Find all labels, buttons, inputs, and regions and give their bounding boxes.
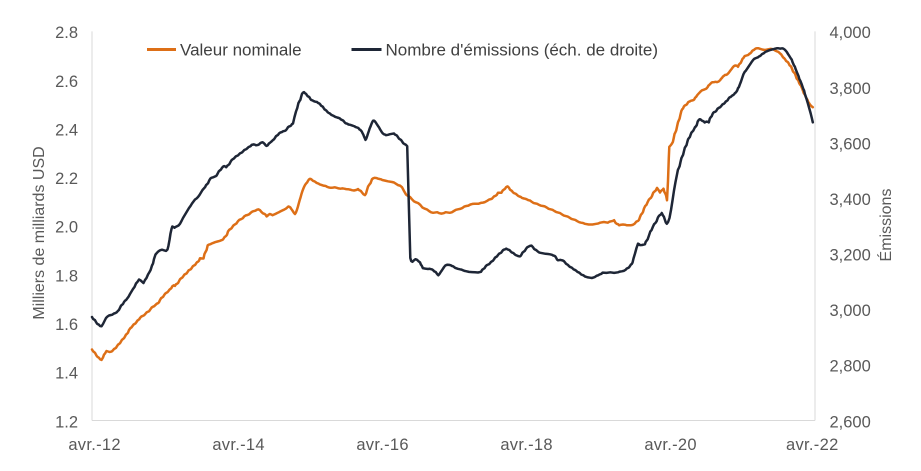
- svg-text:1.2: 1.2: [55, 413, 78, 431]
- svg-text:1.8: 1.8: [55, 267, 78, 285]
- svg-text:2.6: 2.6: [55, 73, 78, 91]
- svg-text:avr.-18: avr.-18: [500, 436, 553, 454]
- svg-text:Nombre d'émissions (éch. de dr: Nombre d'émissions (éch. de droite): [386, 41, 659, 60]
- svg-text:avr.-16: avr.-16: [356, 436, 409, 454]
- svg-text:Émissions: Émissions: [876, 189, 895, 262]
- svg-text:3,200: 3,200: [830, 247, 871, 265]
- svg-text:avr.-12: avr.-12: [68, 436, 121, 454]
- svg-text:2.4: 2.4: [55, 121, 78, 139]
- svg-text:3,000: 3,000: [830, 302, 871, 320]
- svg-text:Valeur nominale: Valeur nominale: [180, 41, 302, 60]
- svg-text:2.2: 2.2: [55, 170, 78, 188]
- svg-text:1.4: 1.4: [55, 365, 78, 383]
- svg-text:4,000: 4,000: [830, 24, 871, 42]
- svg-text:2,800: 2,800: [830, 358, 871, 376]
- svg-text:3,400: 3,400: [830, 191, 871, 209]
- svg-text:2.0: 2.0: [55, 219, 78, 237]
- svg-text:Milliers de milliards USD: Milliers de milliards USD: [31, 146, 48, 319]
- svg-text:1.6: 1.6: [55, 316, 78, 334]
- svg-text:2,600: 2,600: [830, 413, 871, 431]
- svg-text:2.8: 2.8: [55, 24, 78, 42]
- svg-text:avr.-22: avr.-22: [786, 436, 839, 454]
- svg-text:3,600: 3,600: [830, 135, 871, 153]
- svg-text:3,800: 3,800: [830, 80, 871, 98]
- svg-text:avr.-14: avr.-14: [212, 436, 265, 454]
- svg-text:avr.-20: avr.-20: [644, 436, 697, 454]
